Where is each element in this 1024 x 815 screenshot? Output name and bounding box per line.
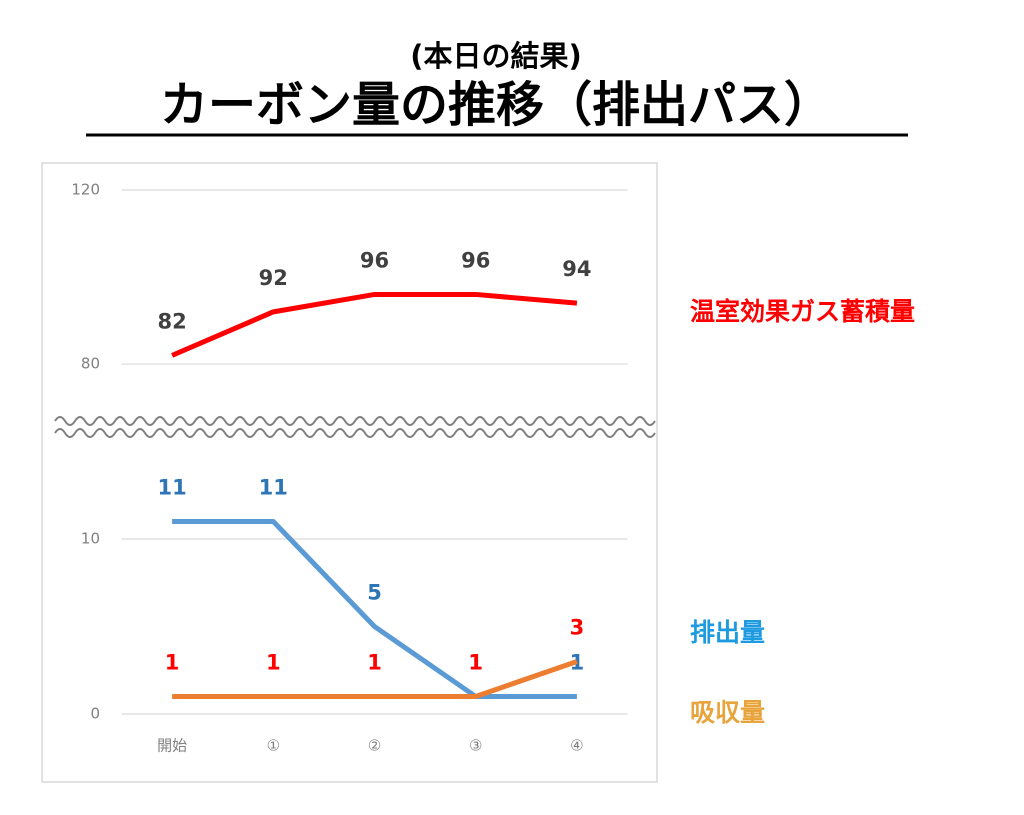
- data-label: 5: [367, 581, 382, 605]
- y-tick-label: 0: [90, 705, 100, 723]
- data-label: 96: [461, 248, 490, 272]
- data-label: 1: [468, 651, 483, 675]
- data-label: 82: [157, 309, 186, 333]
- y-tick-label: 80: [81, 355, 100, 373]
- x-tick-label: ①: [267, 737, 280, 755]
- chart-title: カーボン量の推移（排出パス）: [160, 77, 832, 133]
- data-label: 1: [266, 651, 281, 675]
- data-label: 1: [165, 651, 180, 675]
- series-line: [172, 519, 577, 699]
- data-label: 1: [367, 651, 382, 675]
- plot-frame: [41, 162, 658, 783]
- legend-label: 排出量: [690, 618, 765, 647]
- legend-label: 吸収量: [690, 698, 765, 727]
- axis-break: [54, 428, 656, 438]
- x-tick-label: ③: [469, 737, 482, 755]
- y-tick-label: 120: [71, 181, 100, 199]
- y-tick-label: 10: [81, 530, 100, 548]
- series-line: [172, 659, 578, 699]
- x-tick-label: ④: [570, 737, 583, 755]
- data-label: 11: [259, 476, 288, 500]
- x-tick-label: 開始: [157, 737, 187, 755]
- legend-label: 温室効果ガス蓄積量: [690, 297, 915, 326]
- data-label: 1: [468, 651, 483, 675]
- data-label: 96: [360, 248, 389, 272]
- data-label: 94: [562, 257, 591, 281]
- chart-subtitle: (本日の結果): [410, 39, 582, 73]
- series-line: [171, 291, 578, 358]
- data-label: 11: [157, 476, 186, 500]
- axis-break: [54, 416, 656, 426]
- x-tick-label: ②: [368, 737, 381, 755]
- data-label: 3: [570, 616, 585, 640]
- data-label: 92: [259, 266, 288, 290]
